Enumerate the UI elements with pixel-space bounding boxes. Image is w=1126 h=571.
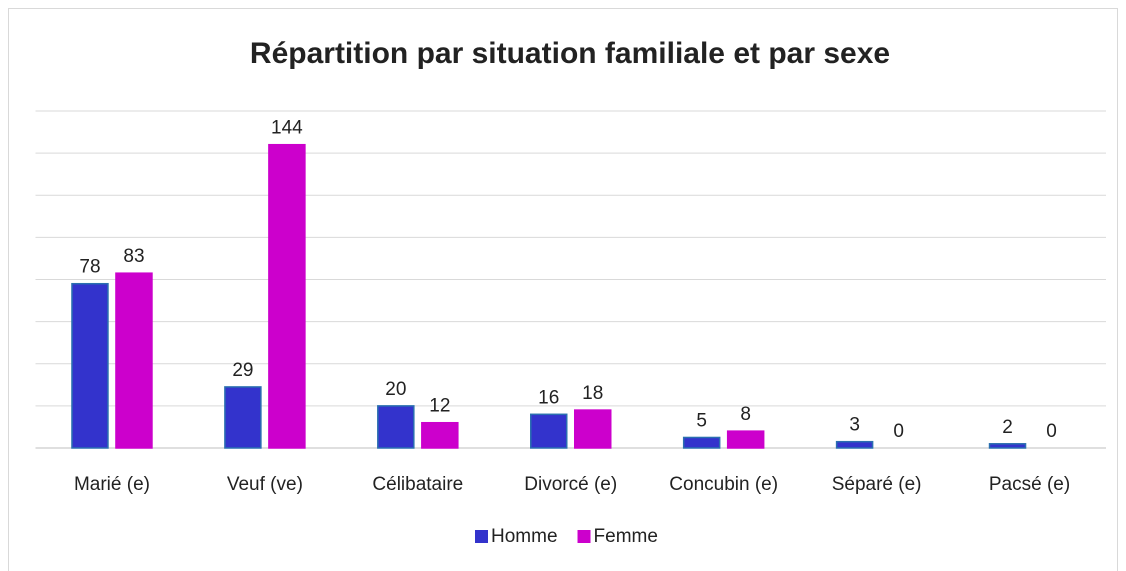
x-tick-label: Séparé (e) (832, 474, 922, 495)
bar (726, 430, 765, 449)
bar (835, 440, 874, 449)
bar (530, 413, 568, 449)
x-tick-label: Pacsé (e) (989, 474, 1070, 495)
bar (115, 272, 153, 449)
value-label: 16 (538, 387, 559, 408)
bar (224, 386, 262, 449)
value-label: 12 (429, 396, 450, 417)
value-label: 144 (271, 118, 303, 139)
x-tick-label: Divorcé (e) (524, 474, 617, 495)
bar (421, 421, 459, 449)
legend-label: Femme (594, 526, 658, 547)
legend-swatch (577, 530, 591, 543)
bar (682, 436, 721, 449)
bar (268, 143, 306, 449)
legend-label: Homme (491, 526, 558, 547)
chart-title: Répartition par situation familiale et p… (250, 37, 890, 70)
bar (71, 282, 109, 449)
chart-frame (8, 8, 1118, 571)
value-label: 0 (1046, 421, 1057, 442)
x-tick-label: Concubin (e) (669, 474, 778, 495)
value-label: 2 (1002, 417, 1013, 438)
value-label: 8 (740, 404, 751, 425)
value-label: 0 (893, 421, 904, 442)
x-tick-label: Marié (e) (74, 474, 150, 495)
x-tick-label: Célibataire (372, 474, 463, 495)
value-label: 18 (582, 383, 603, 404)
x-tick-label: Veuf (ve) (227, 474, 303, 495)
bar (574, 409, 612, 449)
value-label: 3 (849, 415, 860, 436)
bar (377, 405, 415, 449)
value-label: 29 (232, 360, 253, 381)
value-label: 83 (123, 246, 144, 267)
bar (988, 443, 1027, 449)
value-label: 5 (696, 410, 707, 431)
value-label: 20 (385, 379, 406, 400)
legend-swatch (475, 530, 488, 543)
value-label: 78 (79, 257, 100, 278)
